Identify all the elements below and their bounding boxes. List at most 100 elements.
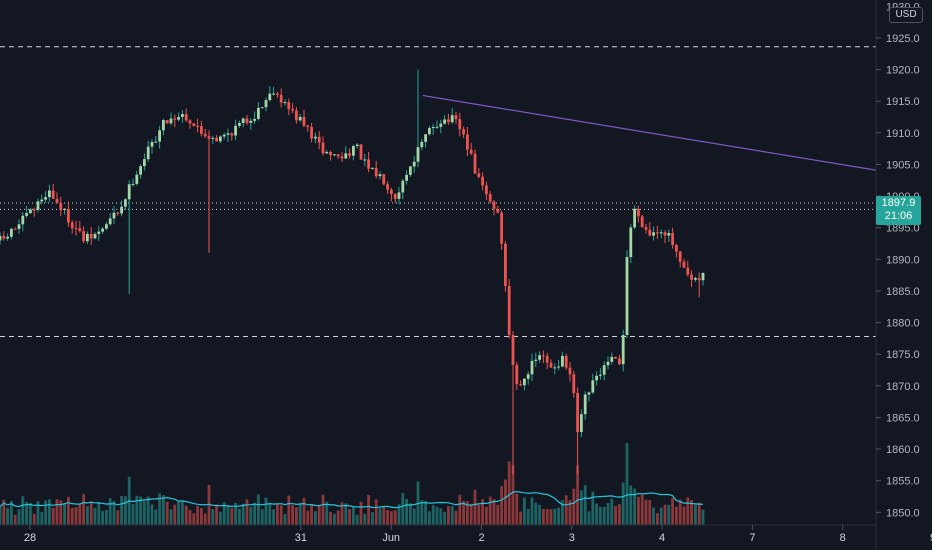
volume-bar [238, 508, 241, 525]
trendline-layer [422, 94, 932, 180]
volume-bar [120, 495, 123, 525]
candle-body [618, 358, 621, 365]
x-tick-label: 3 [569, 532, 575, 544]
candle-body [656, 232, 659, 234]
volume-bar [606, 502, 610, 525]
candle-body [572, 374, 576, 394]
candle-body [184, 114, 188, 121]
candle-body [697, 278, 701, 281]
volume-bar [291, 505, 294, 525]
volume-bar [131, 503, 135, 525]
candle-body [48, 190, 51, 198]
volume-bar [93, 507, 97, 525]
candle-body [321, 142, 325, 154]
volume-bar [538, 504, 541, 525]
volume-bar [352, 507, 355, 525]
candle-body [473, 153, 477, 174]
candle-body [614, 356, 617, 359]
volume-bar [576, 465, 579, 525]
volume-histogram [0, 442, 705, 525]
volume-bar [253, 503, 256, 525]
candle-body [298, 117, 302, 121]
volume-bar [207, 484, 211, 525]
candle-body [124, 199, 127, 207]
volume-bar [640, 494, 644, 525]
candle-body [435, 126, 439, 128]
volume-bar [678, 499, 682, 525]
volume-bar [572, 488, 576, 525]
candle-body [105, 224, 108, 229]
volume-bar [276, 503, 279, 525]
price-scale-bg[interactable] [876, 0, 932, 525]
volume-bar [101, 511, 104, 525]
candle-body [82, 231, 85, 242]
volume-bar [257, 494, 260, 525]
candle-body [637, 208, 640, 217]
volume-bar [473, 489, 477, 525]
volume-bar [469, 503, 473, 525]
volume-bar [568, 500, 572, 525]
candle-body [249, 120, 253, 123]
volume-bar [534, 502, 538, 525]
currency-badge[interactable]: USD [889, 7, 923, 23]
candle-body [89, 233, 93, 239]
candle-body [602, 365, 606, 375]
volume-bar [409, 503, 412, 525]
candle-body [314, 136, 317, 139]
volume-bar [625, 442, 629, 525]
candle-body [158, 130, 161, 142]
candle-body [112, 212, 116, 219]
volume-bar [599, 506, 602, 525]
volume-bar [591, 491, 595, 525]
volume-bar [59, 500, 63, 525]
candle-body [447, 119, 450, 123]
candle-body [355, 144, 359, 147]
volume-bar [139, 496, 142, 525]
volume-ma-line [0, 490, 704, 509]
volume-bar [526, 508, 530, 525]
volume-bar [32, 513, 36, 525]
volume-bar [89, 501, 93, 525]
x-axis-ticks: 2831Jun23478910 [24, 525, 932, 544]
candle-body [485, 185, 488, 195]
candle-body [682, 261, 686, 268]
volume-bar [401, 492, 405, 525]
candle-body [177, 117, 180, 120]
last-price-value: 1897.9 [881, 197, 916, 209]
candle-body [564, 355, 568, 368]
candle-body [694, 278, 697, 280]
volume-bar [97, 502, 101, 525]
y-tick-label: 1910.0 [886, 128, 920, 140]
volume-bar [333, 513, 336, 525]
volume-bar [268, 503, 272, 525]
volume-bar [188, 509, 192, 525]
volume-bar [17, 509, 21, 525]
candle-body [549, 362, 553, 368]
candle-body [279, 94, 283, 103]
x-tick-label: Jun [382, 532, 400, 544]
candle-body [0, 235, 2, 241]
candle-body [10, 228, 13, 237]
volume-bar [462, 500, 465, 525]
volume-bar [302, 497, 306, 525]
volume-bar [359, 501, 363, 525]
volume-bar [644, 499, 648, 525]
candle-body [238, 123, 241, 126]
volume-bar [519, 511, 522, 525]
volume-bar [348, 509, 351, 525]
candle-body [648, 229, 652, 236]
volume-bar [587, 511, 591, 525]
candle-body [241, 118, 245, 124]
candle-body [568, 367, 572, 375]
y-tick-label: 1865.0 [886, 412, 920, 424]
volume-bar [283, 514, 287, 525]
candle-body [173, 118, 177, 120]
candle-body [203, 133, 207, 137]
candle-body [150, 141, 154, 147]
volume-bar [648, 499, 652, 525]
volume-bar [112, 500, 116, 525]
candle-body [165, 120, 169, 124]
volume-bar [264, 497, 268, 525]
candle-body [352, 146, 355, 156]
